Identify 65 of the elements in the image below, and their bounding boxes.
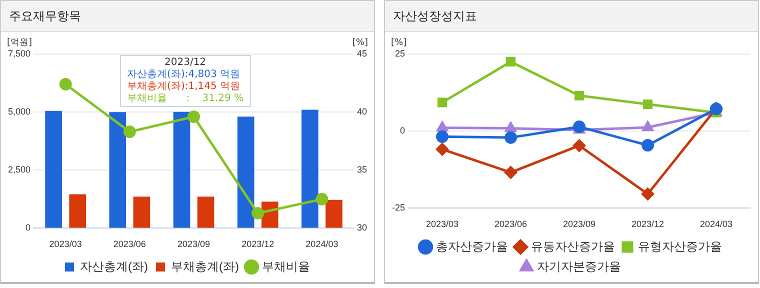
- y-tick-label: 0: [26, 222, 31, 233]
- x-tick-label: 2023/09: [177, 239, 210, 250]
- bar: [173, 112, 190, 228]
- y2-tick-label: 30: [356, 222, 368, 233]
- y2-axis-title: [%]: [352, 38, 368, 48]
- legend-label: 자산총계(좌): [80, 259, 148, 274]
- point: [188, 110, 200, 123]
- annotation: 2023/12: [164, 57, 208, 69]
- y-axis-title: [%]: [391, 38, 407, 48]
- bar: [326, 200, 342, 228]
- bar: [45, 110, 62, 228]
- point: [252, 206, 264, 220]
- point: [642, 121, 654, 132]
- point: [436, 130, 449, 143]
- point: [505, 122, 516, 132]
- x-tick-label: 2023/09: [562, 219, 596, 230]
- point: [504, 166, 518, 179]
- y-tick-label: 7,500: [8, 48, 31, 58]
- chart-title: 자산성장성지표: [385, 1, 758, 32]
- point: [59, 78, 72, 90]
- point: [642, 188, 654, 200]
- point: [436, 121, 448, 132]
- bar: [197, 196, 214, 228]
- x-tick-label: 2024/03: [700, 219, 733, 230]
- legend-label: 부채총계(좌): [171, 259, 239, 274]
- legend-label: 총자산증가율: [436, 239, 508, 254]
- point: [574, 90, 584, 100]
- x-tick-label: 2023/12: [631, 219, 664, 230]
- point: [504, 131, 518, 144]
- y2-tick-label: 45: [356, 48, 368, 58]
- y-tick-label: 25: [394, 48, 406, 58]
- point: [316, 192, 328, 206]
- point: [436, 143, 449, 156]
- legend-label: 자기자본증가율: [537, 259, 621, 274]
- chart-title: 주요재무항목: [1, 1, 374, 32]
- bar: [302, 110, 318, 228]
- bar: [133, 196, 150, 228]
- point: [437, 98, 448, 108]
- bar: [237, 116, 254, 228]
- x-tick-label: 2023/03: [426, 219, 459, 230]
- x-tick-label: 2023/06: [494, 219, 528, 230]
- y-axis-title: [억원]: [7, 38, 32, 48]
- x-tick-label: 2023/06: [113, 239, 146, 250]
- annotation: 부채비율 : 31.29 %: [127, 93, 244, 105]
- x-tick-label: 2023/12: [242, 239, 274, 250]
- x-tick-label: 2023/03: [49, 239, 82, 250]
- annotation: 부채총계(좌):1,145 억원: [127, 81, 242, 93]
- y2-tick-label: 35: [356, 164, 368, 175]
- x-tick-label: 2024/03: [306, 239, 338, 250]
- y-tick-label: 5,000: [8, 106, 31, 117]
- bar: [69, 194, 86, 228]
- y-tick-label: 2,500: [8, 164, 31, 175]
- legend-label: 유형자산증가율: [638, 239, 722, 254]
- point: [642, 139, 654, 152]
- point: [642, 99, 653, 110]
- legend-label: 유동자산증가율: [531, 239, 615, 254]
- y2-tick-label: 40: [356, 106, 368, 117]
- annotation: 자산총계(좌):4,803 억원: [127, 69, 242, 81]
- point: [506, 56, 516, 66]
- y-tick-label: -25: [392, 202, 406, 213]
- point: [573, 139, 586, 152]
- y-tick-label: 0: [400, 126, 406, 136]
- bar: [109, 112, 126, 228]
- legend-label: 부채비율: [262, 259, 310, 274]
- point: [123, 126, 136, 138]
